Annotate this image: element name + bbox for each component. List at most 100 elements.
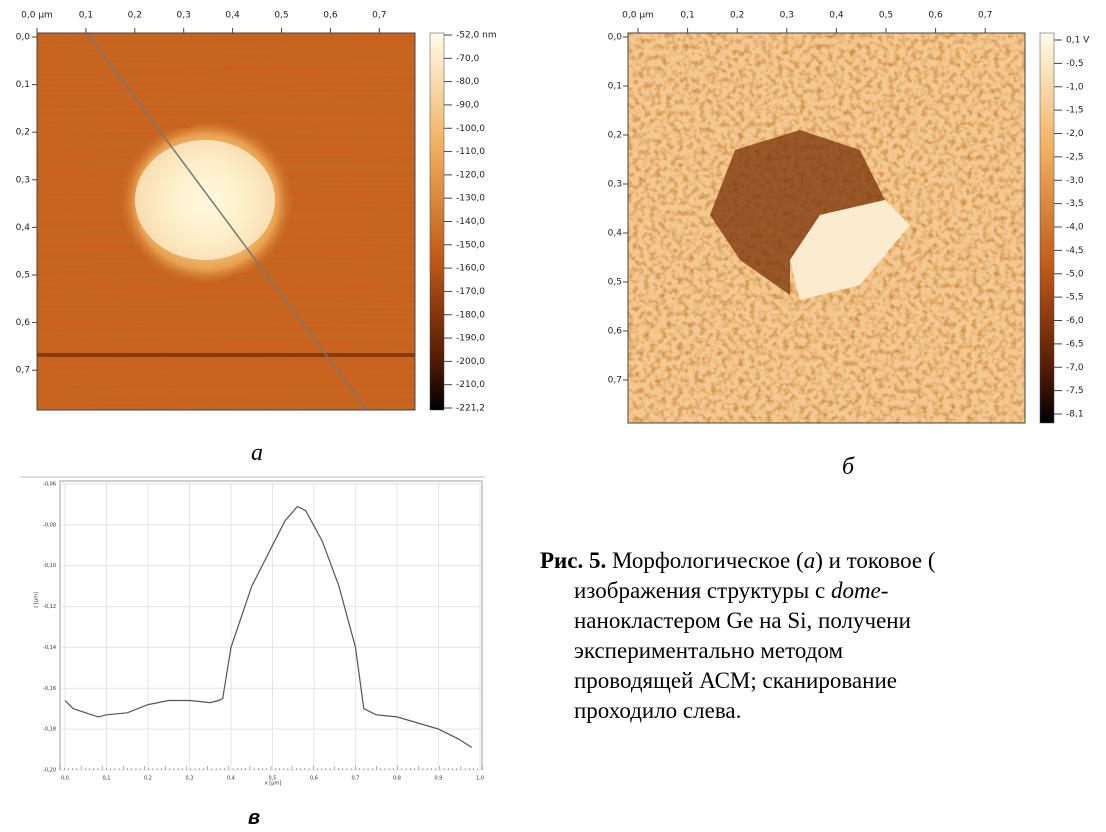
x-tick-label: 0,8 — [393, 776, 401, 782]
colorbar-label: -210,0 — [456, 380, 485, 390]
x-tick-label: 0,7 — [352, 776, 360, 782]
plot-frame — [60, 481, 482, 770]
colorbar-label: -6,0 — [1066, 316, 1084, 326]
figure: 0,0 µm 0,1 0,2 0,3 0,4 0,5 0,6 0,7 0,0 0,1 0,2 0,3 0… — [0, 0, 1106, 832]
y-tick-label: 0,5 — [608, 278, 622, 288]
x-axis-label: x [µm] — [265, 781, 282, 787]
y-tick-label: 0,7 — [608, 376, 622, 386]
caption-text: проходило слева. — [574, 698, 741, 723]
colorbar — [430, 33, 444, 410]
colorbar-label: -120,0 — [456, 170, 485, 180]
y-tick-label: 0,6 — [608, 327, 623, 337]
caption-text: ) и токовое ( — [815, 548, 935, 573]
caption-text: а — [804, 548, 816, 573]
y-tick-label: -0,10 — [43, 563, 56, 569]
y-tick-label: 0,7 — [16, 366, 30, 376]
colorbar-label: -140,0 — [456, 217, 485, 227]
y-tick-label: 0,1 — [608, 82, 622, 92]
colorbar-label: 0,1 V — [1066, 36, 1090, 46]
y-tick-label: 0,4 — [16, 223, 31, 233]
colorbar-label: -7,5 — [1066, 386, 1084, 396]
colorbar-label: -3,5 — [1066, 199, 1084, 209]
colorbar-label: -150,0 — [456, 240, 485, 250]
y-tick-label: 0,0 — [16, 33, 31, 43]
x-tick-label: 0,0 — [61, 776, 69, 782]
x-tick-label: 0,1 — [680, 11, 694, 21]
colorbar-label: -160,0 — [456, 264, 485, 274]
caption-text: изображения структуры с — [574, 578, 831, 603]
x-tick-label: 0,6 — [310, 776, 318, 782]
colorbar — [1040, 33, 1054, 423]
x-tick-label: 0,3 — [186, 776, 194, 782]
colorbar-label: -5,0 — [1066, 269, 1084, 279]
x-tick-label: 0,3 — [177, 11, 191, 21]
colorbar-label: -52,0 nm — [456, 31, 497, 41]
caption-line: проходило слева. — [574, 698, 741, 723]
x-tick-label: 0,7 — [978, 11, 992, 21]
caption-text: проводящей АСМ; сканирование — [574, 668, 897, 693]
y-tick-label: -0,20 — [43, 768, 56, 774]
y-tick-label: -0,08 — [43, 522, 56, 528]
caption-line: Рис. 5. Морфологическое (а) и токовое ( — [540, 548, 936, 573]
colorbar-label: -190,0 — [456, 334, 485, 344]
colorbar-label: -5,5 — [1066, 293, 1084, 303]
caption-text: Морфологическое ( — [606, 548, 803, 573]
x-tick-label: 0,2 — [144, 776, 152, 782]
caption-text: экспериментально методом — [574, 638, 843, 663]
scan-line — [37, 353, 415, 357]
caption-text: Рис. 5. — [540, 548, 606, 573]
caption-line: проводящей АСМ; сканирование — [574, 668, 897, 693]
x-tick-label: 0,1 — [79, 11, 93, 21]
x-tick-label: 0,6 — [928, 11, 943, 21]
x-tick-label: 0,0 µm — [622, 11, 654, 21]
x-tick-label: 0,5 — [274, 11, 288, 21]
y-tick-label: -0,12 — [43, 604, 56, 610]
colorbar-label: -8,1 — [1066, 410, 1084, 420]
y-axis-label: z [µm] — [34, 592, 40, 608]
colorbar-label: -80,0 — [456, 77, 480, 87]
x-tick-label: 0,0 µm — [21, 11, 53, 21]
colorbar-label: -6,5 — [1066, 339, 1084, 349]
x-tick-label: 0,4 — [227, 776, 235, 782]
y-tick-label: 0,6 — [16, 318, 31, 328]
y-tick-label: -0,14 — [43, 645, 56, 651]
colorbar-label: -1,5 — [1066, 106, 1084, 116]
x-tick-label: 0,9 — [435, 776, 443, 782]
caption-line: изображения структуры с dome- — [574, 578, 888, 603]
colorbar-label: -170,0 — [456, 287, 485, 297]
x-tick-label: 0,3 — [780, 11, 794, 21]
colorbar-label: -110,0 — [456, 147, 485, 157]
x-tick-label: 0,2 — [730, 11, 744, 21]
colorbar-label: -180,0 — [456, 310, 485, 320]
y-tick-label: -0,06 — [43, 482, 56, 488]
x-tick-label: 0,5 — [879, 11, 893, 21]
colorbar-label: -4,5 — [1066, 246, 1084, 256]
dome-top — [135, 140, 275, 260]
x-tick-label: 1,0 — [476, 776, 484, 782]
colorbar-label: -130,0 — [456, 194, 485, 204]
caption-text: - — [881, 578, 889, 603]
y-tick-label: 0,3 — [16, 175, 30, 185]
caption-text: нанокластером Ge на Si, получени — [574, 608, 911, 633]
x-tick-label: 0,7 — [372, 11, 386, 21]
caption-text: dome — [831, 578, 881, 603]
x-tick-label: 0,4 — [829, 11, 844, 21]
colorbar-label: -90,0 — [456, 100, 480, 110]
x-tick-label: 0,1 — [103, 776, 111, 782]
caption-line: нанокластером Ge на Si, получени — [574, 608, 911, 633]
panel-label: б — [842, 454, 855, 480]
y-tick-label: 0,3 — [608, 180, 622, 190]
colorbar-label: -4,0 — [1066, 223, 1084, 233]
y-tick-label: 0,4 — [608, 229, 623, 239]
colorbar-label: -200,0 — [456, 357, 485, 367]
colorbar-label: -100,0 — [456, 124, 485, 134]
colorbar-label: -2,0 — [1066, 129, 1084, 139]
colorbar-label: -221,2 — [456, 404, 485, 414]
x-tick-label: 0,2 — [128, 11, 142, 21]
x-tick-label: 0,6 — [323, 11, 338, 21]
caption-line: экспериментально методом — [574, 638, 843, 663]
colorbar-label: -7,0 — [1066, 363, 1084, 373]
panel-label: в — [248, 807, 260, 829]
colorbar-label: -2,5 — [1066, 152, 1084, 162]
colorbar-label: -3,0 — [1066, 176, 1084, 186]
